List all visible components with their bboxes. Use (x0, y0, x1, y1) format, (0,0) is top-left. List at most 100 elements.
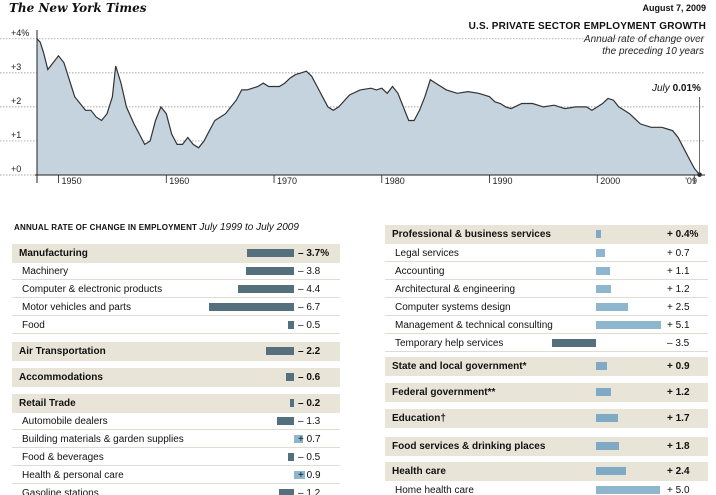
category-row: Federal government** + 1.2 (385, 383, 708, 402)
category-row: Manufacturing – 3.7% (12, 244, 340, 263)
row-value: + 1.8 (667, 441, 690, 452)
x-tick-label: 1960 (169, 176, 189, 186)
row-value: + 1.2 (667, 387, 690, 398)
row-value: + 1.2 (667, 284, 690, 295)
row-label: Health & personal care (22, 470, 124, 481)
value-bar (286, 373, 294, 381)
value-bar (287, 321, 294, 329)
subcategory-row: Food – 0.5 (12, 316, 340, 334)
y-tick-label: +1 (11, 130, 21, 140)
x-tick-label: 1980 (385, 176, 405, 186)
category-row: Air Transportation – 2.2 (12, 342, 340, 361)
row-label: Food services & drinking places (392, 441, 546, 452)
row-value: – 1.2 (298, 488, 321, 495)
category-row: Health care + 2.4 (385, 462, 708, 481)
row-label: Building materials & garden supplies (22, 434, 184, 445)
subcategory-row: Management & technical consulting + 5.1 (385, 316, 708, 334)
x-tick-label: 2000 (600, 176, 620, 186)
value-bar (596, 230, 602, 238)
value-bar (277, 417, 294, 425)
series-line (36, 38, 701, 176)
value-bar (596, 285, 612, 293)
subcategory-row: Home health care + 5.0 (385, 481, 708, 495)
row-label: Temporary help services (395, 338, 504, 349)
value-bar (245, 267, 294, 275)
value-bar (551, 339, 596, 347)
row-label: Health care (392, 466, 446, 477)
row-value: + 0.9 (298, 470, 321, 481)
x-tick-label: 1950 (62, 176, 82, 186)
row-label: Motor vehicles and parts (22, 302, 131, 313)
value-bar (596, 442, 619, 450)
row-value: + 0.7 (667, 248, 690, 259)
row-label: Legal services (395, 248, 459, 259)
category-row: Food services & drinking places + 1.8 (385, 437, 708, 456)
value-bar (596, 303, 628, 311)
subcategory-row: Accounting + 1.1 (385, 262, 708, 280)
row-value: + 0.7 (298, 434, 321, 445)
masthead-logo: The New York Times (9, 1, 147, 15)
value-bar (238, 285, 294, 293)
table-title: ANNUAL RATE OF CHANGE IN EMPLOYMENT (14, 223, 198, 232)
row-value: – 0.6 (298, 372, 321, 383)
chart-subtitle-line: the preceding 10 years (602, 46, 704, 57)
row-label: Education† (392, 413, 446, 424)
subcategory-row: Legal services + 0.7 (385, 244, 708, 262)
subcategory-row: Health & personal care + 0.9 (12, 466, 340, 484)
value-bar (294, 471, 306, 479)
value-bar (596, 321, 661, 329)
row-value: – 0.2 (298, 398, 321, 409)
row-label: Manufacturing (19, 248, 88, 259)
row-value: + 5.0 (667, 485, 690, 495)
row-label: Management & technical consulting (395, 320, 553, 331)
row-value: – 3.8 (298, 266, 321, 277)
annotation-value: 0.01% (672, 83, 701, 94)
row-value: + 5.1 (667, 320, 690, 331)
row-value: + 0.4% (667, 229, 699, 240)
value-bar (596, 414, 618, 422)
row-label: Accounting (395, 266, 445, 277)
value-bar (596, 267, 610, 275)
value-bar (596, 486, 660, 494)
category-row: State and local government* + 0.9 (385, 357, 708, 376)
row-value: – 1.3 (298, 416, 321, 427)
subcategory-row: Computer systems design + 2.5 (385, 298, 708, 316)
row-label: Food (22, 320, 45, 331)
value-bar (278, 489, 294, 495)
row-label: Architectural & engineering (395, 284, 516, 295)
row-label: Accommodations (19, 372, 103, 383)
category-row: Retail Trade – 0.2 (12, 394, 340, 413)
y-tick-label: +4% (11, 28, 29, 38)
subcategory-row: Temporary help services – 3.5 (385, 334, 708, 352)
row-value: – 4.4 (298, 284, 321, 295)
category-row: Education† + 1.7 (385, 409, 708, 428)
x-tick-label: '09 (685, 176, 697, 186)
row-label: Gasoline stations (22, 488, 99, 495)
chart-title: U.S. PRIVATE SECTOR EMPLOYMENT GROWTH (468, 21, 706, 32)
category-row: Accommodations – 0.6 (12, 368, 340, 387)
subcategory-row: Building materials & garden supplies + 0.… (12, 430, 340, 448)
x-tick-label: 1970 (277, 176, 297, 186)
subcategory-row: Architectural & engineering + 1.2 (385, 280, 708, 298)
value-bar (596, 249, 605, 257)
row-label: Food & beverages (22, 452, 104, 463)
chart-subtitle-line: Annual rate of change over (583, 34, 704, 45)
value-bar (596, 467, 627, 475)
row-value: – 0.5 (298, 452, 321, 463)
subcategory-row: Motor vehicles and parts – 6.7 (12, 298, 340, 316)
row-label: Retail Trade (19, 398, 76, 409)
value-bar (208, 303, 294, 311)
row-value: – 2.2 (298, 346, 321, 357)
row-label: Home health care (395, 485, 474, 495)
subcategory-row: Machinery – 3.8 (12, 262, 340, 280)
y-tick-label: +0 (11, 164, 21, 174)
y-tick-label: +3 (11, 62, 21, 72)
row-value: – 0.5 (298, 320, 321, 331)
table-heading: ANNUAL RATE OF CHANGE IN EMPLOYMENT July… (14, 222, 299, 233)
value-bar (247, 249, 294, 257)
value-bar (596, 362, 608, 370)
row-value: – 6.7 (298, 302, 321, 313)
subcategory-row: Gasoline stations – 1.2 (12, 484, 340, 495)
row-value: + 0.9 (667, 361, 690, 372)
row-value: – 3.7% (298, 248, 330, 259)
